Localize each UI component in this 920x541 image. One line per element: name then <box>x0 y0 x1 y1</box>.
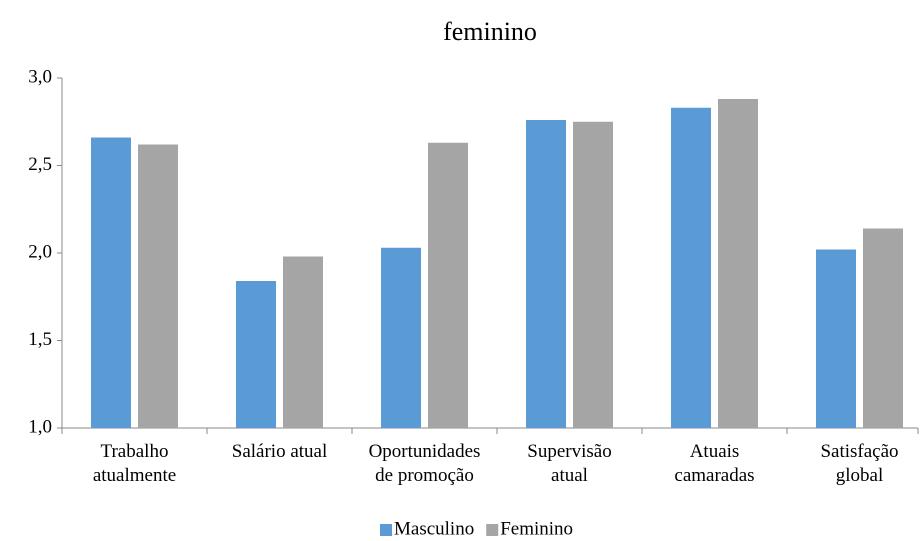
bar <box>816 249 856 428</box>
bar <box>526 120 566 428</box>
bar <box>671 107 711 428</box>
chart-title: feminino <box>443 17 537 46</box>
y-tick-label: 1,5 <box>28 329 52 350</box>
x-tick-label: Oportunidades de promoção <box>368 441 481 486</box>
y-tick-label: 2,0 <box>28 241 52 262</box>
bar <box>863 228 903 428</box>
x-tick-label: Salário atual <box>231 441 328 462</box>
bar <box>428 142 468 428</box>
legend-label: Masculino <box>394 518 474 539</box>
y-tick-label: 3,0 <box>28 66 52 87</box>
bar <box>236 281 276 428</box>
bar <box>718 99 758 428</box>
x-tick-label: Supervisão atual <box>527 441 612 486</box>
y-tick-label: 2,5 <box>28 154 52 175</box>
x-tick-label: Satisfação global <box>820 441 899 486</box>
bar <box>573 121 613 428</box>
bar <box>381 247 421 428</box>
bar <box>283 256 323 428</box>
x-tick-label: Trabalho atualmente <box>92 441 177 486</box>
y-tick-label: 1,0 <box>28 416 52 437</box>
bar <box>91 137 131 428</box>
legend-swatch <box>486 524 499 536</box>
x-tick-label: Atuais camaradas <box>674 441 755 486</box>
bar <box>138 144 178 428</box>
legend-swatch <box>380 524 392 536</box>
legend-label: Feminino <box>500 518 573 539</box>
